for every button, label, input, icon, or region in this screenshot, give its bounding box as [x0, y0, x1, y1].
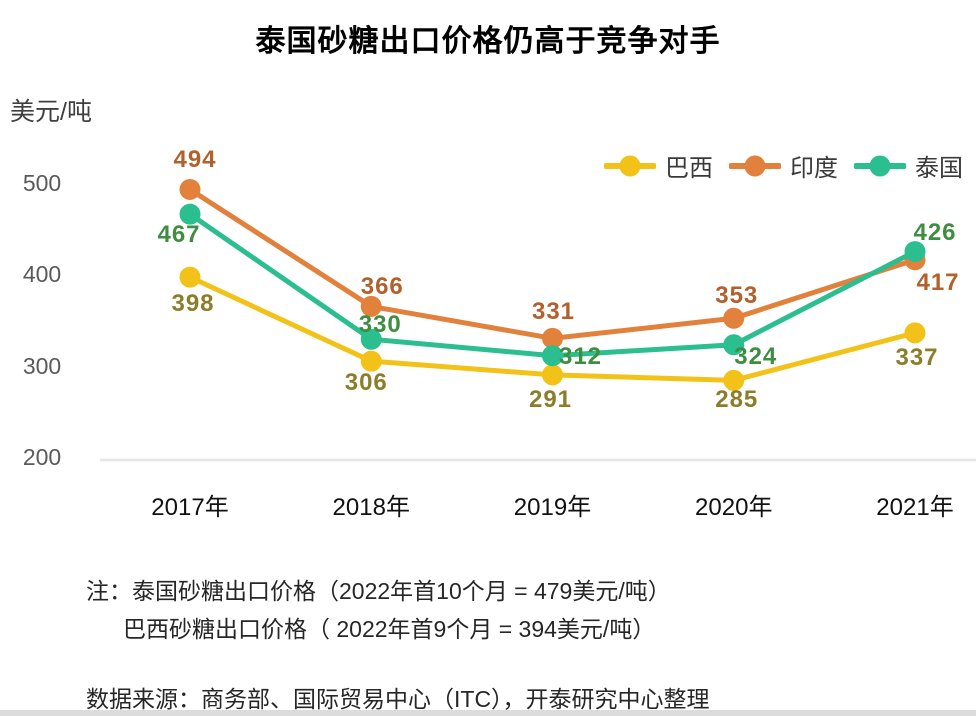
data-label-巴西: 398 [171, 290, 215, 318]
footnotes: 注：泰国砂糖出口价格（2022年首10个月 = 479美元/吨） 巴西砂糖出口价… [86, 572, 671, 648]
data-point-泰国 [542, 345, 563, 367]
data-point-泰国 [360, 328, 382, 350]
x-tick-label: 2018年 [332, 494, 410, 521]
y-tick-label: 300 [22, 352, 62, 379]
footnote-line-2: 巴西砂糖出口价格（ 2022年首9个月 = 394美元/吨） [123, 616, 656, 642]
chart-title: 泰国砂糖出口价格仍高于竞争对手 [255, 25, 721, 58]
legend-item-印度: 印度 [729, 148, 838, 183]
data-label-印度: 353 [715, 282, 759, 310]
legend: 巴西 印度 泰国 [604, 148, 963, 183]
data-point-泰国 [904, 241, 926, 263]
legend-item-巴西: 巴西 [604, 148, 713, 183]
data-label-印度: 366 [360, 273, 404, 301]
y-tick-label: 200 [22, 444, 62, 470]
data-point-巴西 [723, 369, 745, 391]
data-point-巴西 [360, 350, 382, 372]
legend-item-泰国: 泰国 [854, 148, 963, 183]
data-source-note: 数据来源：商务部、国际贸易中心（ITC），开泰研究中心整理 [86, 686, 710, 712]
data-label-印度: 494 [173, 146, 217, 174]
data-label-印度: 331 [531, 298, 576, 326]
bottom-border-bar [0, 710, 976, 716]
data-label-泰国: 426 [913, 218, 957, 246]
legend-marker-icon [729, 155, 781, 176]
data-point-泰国 [723, 334, 745, 356]
x-tick-label: 2019年 [513, 494, 592, 521]
y-tick-label: 400 [22, 261, 62, 288]
data-label-巴西: 285 [715, 386, 759, 414]
x-tick-label: 2021年 [876, 494, 954, 521]
data-label-印度: 417 [916, 268, 960, 296]
data-point-印度 [360, 295, 382, 317]
data-point-印度 [723, 307, 745, 329]
x-tick-label: 2017年 [151, 494, 229, 521]
data-label-泰国: 312 [558, 342, 603, 370]
data-point-印度 [542, 327, 563, 349]
data-point-巴西 [179, 266, 201, 288]
y-axis-unit-label: 美元/吨 [10, 98, 92, 126]
y-tick-label: 500 [22, 170, 62, 196]
data-point-巴西 [904, 322, 926, 344]
data-label-巴西: 337 [895, 343, 939, 371]
data-point-巴西 [542, 364, 563, 386]
legend-label: 巴西 [665, 155, 713, 182]
legend-marker-icon [854, 155, 906, 176]
data-point-泰国 [179, 203, 201, 225]
data-label-巴西: 306 [344, 369, 388, 397]
legend-label: 泰国 [915, 155, 963, 182]
legend-label: 印度 [790, 155, 838, 182]
data-label-泰国: 467 [157, 221, 201, 249]
data-point-印度 [179, 178, 201, 200]
footnote-line-1: 注：泰国砂糖出口价格（2022年首10个月 = 479美元/吨） [86, 578, 671, 604]
x-tick-label: 2020年 [695, 494, 773, 521]
data-label-泰国: 324 [734, 342, 778, 370]
data-label-巴西: 291 [528, 385, 573, 413]
legend-marker-icon [604, 155, 656, 176]
data-label-泰国: 330 [358, 311, 402, 339]
